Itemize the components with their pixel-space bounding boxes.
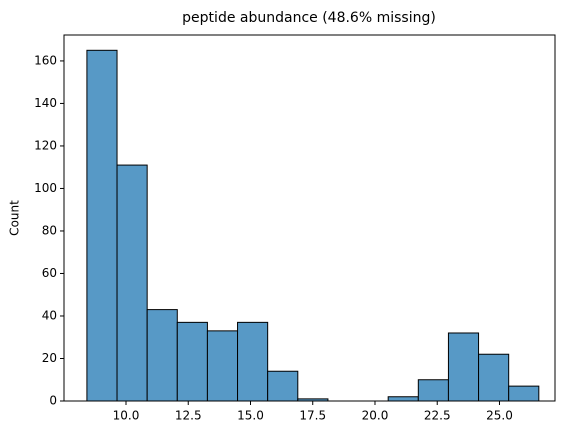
plot-frame	[63, 34, 556, 402]
bar	[237, 321, 269, 402]
x-tick-label: 10.0	[113, 409, 140, 423]
y-tick-label: 80	[42, 223, 57, 237]
x-tick-label: 15.0	[237, 409, 264, 423]
y-tick-label: 0	[49, 394, 57, 408]
x-tick-label: 17.5	[299, 409, 326, 423]
bar	[146, 309, 178, 402]
bar	[86, 49, 118, 402]
y-tick-label: 60	[42, 266, 57, 280]
bar	[508, 385, 540, 402]
y-tick-label: 160	[34, 53, 57, 67]
x-tick-label: 25.0	[486, 409, 513, 423]
x-tick-label: 20.0	[362, 409, 389, 423]
y-axis-label: Count	[8, 200, 22, 236]
bar	[478, 353, 510, 402]
y-tick-label: 40	[42, 308, 57, 322]
x-tick-label: 22.5	[424, 409, 451, 423]
bar	[116, 164, 148, 402]
bar	[417, 379, 449, 402]
bar	[447, 332, 480, 402]
chart-title: peptide abundance (48.6% missing)	[182, 10, 436, 26]
bar	[387, 396, 419, 402]
y-tick-label: 20	[42, 351, 57, 365]
x-tick-label: 12.5	[175, 409, 202, 423]
y-tick-label: 100	[34, 181, 57, 195]
bar	[176, 321, 208, 402]
y-tick-label: 120	[34, 138, 57, 152]
y-tick-label: 140	[34, 96, 57, 110]
bar	[267, 370, 299, 402]
bar	[206, 330, 239, 402]
